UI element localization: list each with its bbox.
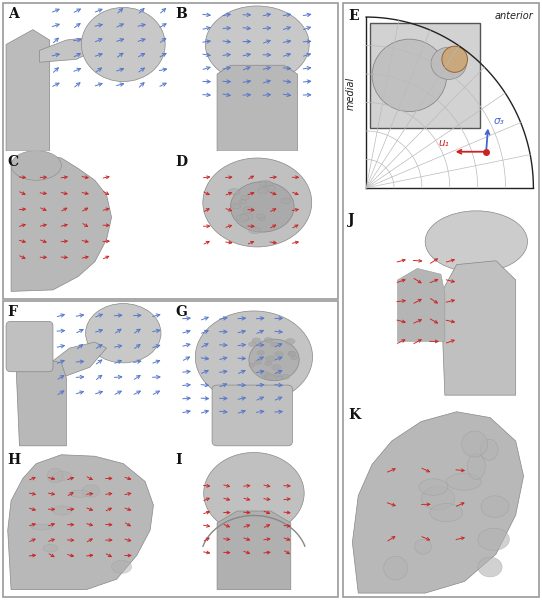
Ellipse shape xyxy=(462,431,488,457)
Ellipse shape xyxy=(252,338,261,343)
Ellipse shape xyxy=(230,182,294,232)
Ellipse shape xyxy=(43,544,58,552)
Ellipse shape xyxy=(11,151,61,180)
Ellipse shape xyxy=(275,376,282,380)
Text: K: K xyxy=(349,408,360,422)
Ellipse shape xyxy=(203,158,312,247)
Text: anterior: anterior xyxy=(495,11,533,21)
Polygon shape xyxy=(44,342,107,377)
Ellipse shape xyxy=(291,356,298,360)
Ellipse shape xyxy=(243,207,253,212)
Ellipse shape xyxy=(257,188,268,193)
Ellipse shape xyxy=(431,47,467,79)
Ellipse shape xyxy=(81,7,165,82)
Ellipse shape xyxy=(446,473,481,490)
Text: C: C xyxy=(8,155,19,169)
Ellipse shape xyxy=(112,560,132,574)
Text: medial: medial xyxy=(345,77,356,110)
Ellipse shape xyxy=(47,469,63,483)
Ellipse shape xyxy=(264,374,274,380)
Text: B: B xyxy=(175,7,187,22)
Text: G: G xyxy=(175,305,187,319)
Polygon shape xyxy=(16,357,66,446)
Circle shape xyxy=(442,46,468,73)
Ellipse shape xyxy=(478,557,502,577)
Text: D: D xyxy=(175,155,188,169)
Ellipse shape xyxy=(54,472,72,481)
Ellipse shape xyxy=(265,182,273,186)
Polygon shape xyxy=(352,412,524,593)
Ellipse shape xyxy=(264,337,273,343)
Text: E: E xyxy=(349,9,359,23)
Ellipse shape xyxy=(241,196,249,200)
FancyBboxPatch shape xyxy=(212,385,293,446)
Ellipse shape xyxy=(241,213,253,220)
Ellipse shape xyxy=(481,496,509,517)
Text: J: J xyxy=(349,213,355,227)
Ellipse shape xyxy=(240,200,247,203)
Polygon shape xyxy=(217,511,291,590)
Ellipse shape xyxy=(257,350,264,355)
Ellipse shape xyxy=(256,214,264,218)
FancyBboxPatch shape xyxy=(370,23,480,128)
Ellipse shape xyxy=(281,198,291,203)
Ellipse shape xyxy=(53,506,72,515)
Ellipse shape xyxy=(478,528,509,550)
Polygon shape xyxy=(8,455,153,590)
Ellipse shape xyxy=(421,487,455,510)
Ellipse shape xyxy=(228,188,240,195)
Ellipse shape xyxy=(467,454,485,479)
Ellipse shape xyxy=(204,452,304,534)
Ellipse shape xyxy=(372,39,447,112)
Ellipse shape xyxy=(259,217,266,221)
Ellipse shape xyxy=(274,373,281,377)
Ellipse shape xyxy=(254,360,261,365)
Polygon shape xyxy=(398,268,445,341)
Ellipse shape xyxy=(384,556,408,580)
Ellipse shape xyxy=(69,490,91,497)
Ellipse shape xyxy=(261,371,270,377)
Text: I: I xyxy=(175,453,182,467)
Ellipse shape xyxy=(31,524,52,530)
Ellipse shape xyxy=(266,356,275,362)
Ellipse shape xyxy=(288,352,296,356)
Text: σ₃: σ₃ xyxy=(494,116,505,125)
Ellipse shape xyxy=(231,203,241,209)
Ellipse shape xyxy=(270,342,278,347)
Ellipse shape xyxy=(82,485,99,497)
Ellipse shape xyxy=(249,363,255,367)
Polygon shape xyxy=(217,65,298,151)
Ellipse shape xyxy=(236,215,249,221)
Ellipse shape xyxy=(480,439,498,460)
Text: A: A xyxy=(8,7,18,22)
Ellipse shape xyxy=(425,211,527,272)
Ellipse shape xyxy=(259,180,272,187)
Polygon shape xyxy=(11,154,112,292)
Ellipse shape xyxy=(248,342,256,347)
Ellipse shape xyxy=(249,339,299,380)
Text: u₁: u₁ xyxy=(438,138,449,148)
Polygon shape xyxy=(6,29,50,151)
Ellipse shape xyxy=(430,503,463,521)
Text: F: F xyxy=(8,305,17,319)
Polygon shape xyxy=(40,35,107,62)
Ellipse shape xyxy=(286,338,295,344)
Ellipse shape xyxy=(288,351,295,355)
Ellipse shape xyxy=(415,539,431,554)
FancyBboxPatch shape xyxy=(6,322,53,372)
Text: H: H xyxy=(8,453,21,467)
Polygon shape xyxy=(441,261,515,395)
Ellipse shape xyxy=(272,364,281,370)
Ellipse shape xyxy=(419,479,448,495)
Ellipse shape xyxy=(264,361,272,366)
Ellipse shape xyxy=(275,352,283,357)
Ellipse shape xyxy=(205,6,309,83)
Ellipse shape xyxy=(195,311,313,403)
Ellipse shape xyxy=(263,185,275,191)
Ellipse shape xyxy=(249,227,261,234)
Ellipse shape xyxy=(281,374,289,379)
Ellipse shape xyxy=(86,304,161,363)
